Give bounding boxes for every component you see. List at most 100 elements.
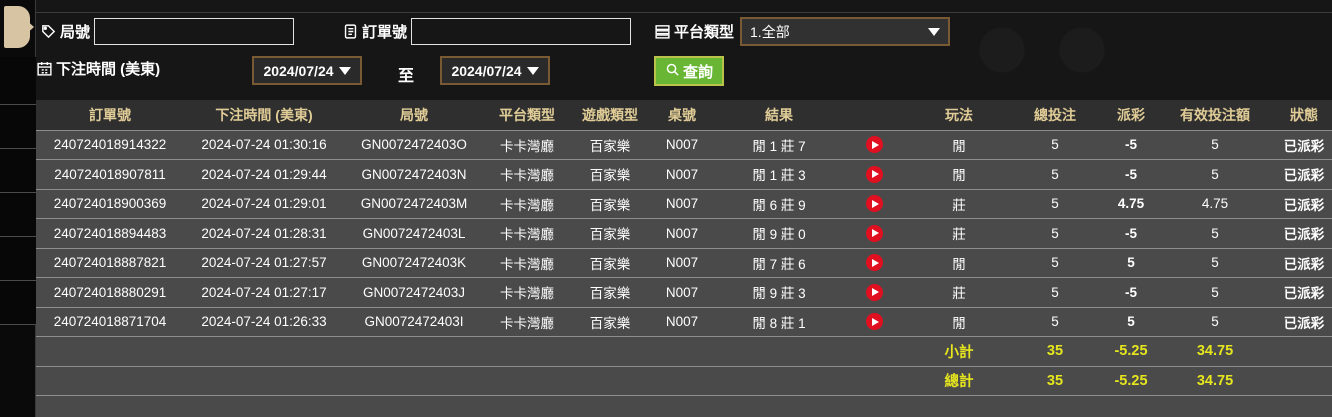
- table-row[interactable]: 240724018907811 2024-07-24 01:29:44 GN0072…: [36, 159, 1332, 190]
- cell-result: 閒 1 莊 7: [714, 130, 844, 160]
- summary-cell-total-bet: 35: [1014, 336, 1096, 367]
- field-order-no: 訂單號: [342, 18, 632, 45]
- field-label-order-no: 訂單號: [362, 24, 408, 41]
- cell-platform: 卡卡灣廳: [484, 218, 570, 249]
- cell-game-type: 百家樂: [570, 248, 650, 278]
- cell-valid-bet: 5: [1166, 218, 1264, 249]
- list-icon: [654, 23, 671, 40]
- play-icon[interactable]: [865, 283, 883, 301]
- table-row[interactable]: 240724018900369 2024-07-24 01:29:01 GN0072…: [36, 189, 1332, 219]
- toolbar-divider: [36, 12, 1332, 13]
- col-table-no[interactable]: 桌號: [650, 100, 714, 131]
- table-body: 240724018914322 2024-07-24 01:30:16 GN0072…: [36, 130, 1332, 417]
- cell-round-no: GN0072472403I: [344, 307, 484, 337]
- cell-play: 莊: [904, 218, 1014, 249]
- cell-replay[interactable]: [844, 189, 904, 219]
- col-status[interactable]: 狀態: [1264, 100, 1332, 131]
- col-payout[interactable]: 派彩: [1096, 100, 1166, 131]
- cell-valid-bet: 5: [1166, 130, 1264, 160]
- play-icon[interactable]: [865, 165, 883, 183]
- cell-play: 閒: [904, 130, 1014, 160]
- col-bet-time[interactable]: 下注時間 (美東): [184, 100, 344, 131]
- play-icon[interactable]: [865, 224, 883, 242]
- col-round-no[interactable]: 局號: [344, 100, 484, 131]
- bet-time-from-picker[interactable]: 2024/07/24: [252, 56, 362, 85]
- table-row[interactable]: 240724018871704 2024-07-24 01:26:33 GN0072…: [36, 307, 1332, 337]
- cell-replay[interactable]: [844, 218, 904, 249]
- cell-payout: -5: [1096, 277, 1166, 308]
- cell-replay[interactable]: [844, 248, 904, 278]
- cell-play: 莊: [904, 277, 1014, 308]
- play-icon[interactable]: [865, 136, 883, 154]
- cell-payout: 5: [1096, 307, 1166, 337]
- cell-game-type: 百家樂: [570, 277, 650, 308]
- platform-type-selected-value: 1.全部: [750, 23, 790, 40]
- cell-order-no: 240724018900369: [36, 189, 184, 219]
- cell-table-no: N007: [650, 248, 714, 278]
- cell-replay[interactable]: [844, 159, 904, 190]
- col-replay: [844, 100, 904, 131]
- col-valid-bet[interactable]: 有效投注額: [1166, 100, 1264, 131]
- cell-platform: 卡卡灣廳: [484, 189, 570, 219]
- cell-order-no: 240724018914322: [36, 130, 184, 160]
- tag-icon: [40, 23, 57, 40]
- col-order-no[interactable]: 訂單號: [36, 100, 184, 131]
- cell-replay[interactable]: [844, 307, 904, 337]
- table-filler-cell: [36, 395, 1332, 417]
- search-icon: [665, 62, 680, 81]
- table-row[interactable]: 240724018887821 2024-07-24 01:27:57 GN0072…: [36, 248, 1332, 278]
- table-row[interactable]: 240724018894483 2024-07-24 01:28:31 GN0072…: [36, 218, 1332, 249]
- cell-bet-time: 2024-07-24 01:29:44: [184, 159, 344, 190]
- cell-order-no: 240724018894483: [36, 218, 184, 249]
- cell-game-type: 百家樂: [570, 189, 650, 219]
- cell-replay[interactable]: [844, 277, 904, 308]
- cell-bet-time: 2024-07-24 01:26:33: [184, 307, 344, 337]
- order-no-input[interactable]: [411, 18, 632, 45]
- bet-time-range-separator: 至: [398, 68, 415, 85]
- cell-total-bet: 5: [1014, 307, 1096, 337]
- summary-cell-total-bet: 35: [1014, 366, 1096, 396]
- left-chrome-strip: [0, 0, 36, 417]
- cell-platform: 卡卡灣廳: [484, 159, 570, 190]
- table-row[interactable]: 240724018880291 2024-07-24 01:27:17 GN0072…: [36, 277, 1332, 308]
- table-filler-row: [36, 395, 1332, 417]
- search-button[interactable]: 查詢: [654, 56, 725, 86]
- cell-bet-time: 2024-07-24 01:29:01: [184, 189, 344, 219]
- platform-type-select[interactable]: 1.全部: [740, 17, 951, 46]
- cell-payout: 5: [1096, 248, 1166, 278]
- cell-status: 已派彩: [1264, 218, 1332, 249]
- cell-replay[interactable]: [844, 130, 904, 160]
- strip-segment: [0, 193, 36, 237]
- chevron-down-icon: [928, 27, 941, 36]
- cell-play: 閒: [904, 307, 1014, 337]
- round-no-input[interactable]: [94, 18, 295, 45]
- col-play[interactable]: 玩法: [904, 100, 1014, 131]
- cell-round-no: GN0072472403L: [344, 218, 484, 249]
- play-icon[interactable]: [865, 254, 883, 272]
- bet-time-to-value: 2024/07/24: [451, 62, 522, 79]
- col-game-type[interactable]: 遊戲類型: [570, 100, 650, 131]
- chevron-down-icon: [338, 66, 351, 75]
- play-icon[interactable]: [865, 195, 883, 213]
- collapse-tab-handle[interactable]: [4, 6, 34, 48]
- col-result[interactable]: 結果: [714, 100, 844, 131]
- cell-valid-bet: 5: [1166, 277, 1264, 308]
- cell-game-type: 百家樂: [570, 130, 650, 160]
- strip-segment: [0, 149, 36, 193]
- play-icon[interactable]: [865, 313, 883, 331]
- strip-segment: [0, 281, 36, 325]
- chevron-down-icon: [526, 66, 539, 75]
- field-round-no: 局號: [40, 18, 295, 45]
- table-row[interactable]: 240724018914322 2024-07-24 01:30:16 GN0072…: [36, 130, 1332, 160]
- col-total-bet[interactable]: 總投注: [1014, 100, 1096, 131]
- cell-table-no: N007: [650, 130, 714, 160]
- col-platform[interactable]: 平台類型: [484, 100, 570, 131]
- cell-total-bet: 5: [1014, 130, 1096, 160]
- bet-time-to-picker[interactable]: 2024/07/24: [440, 56, 550, 85]
- cell-total-bet: 5: [1014, 159, 1096, 190]
- cell-table-no: N007: [650, 189, 714, 219]
- cell-bet-time: 2024-07-24 01:30:16: [184, 130, 344, 160]
- cell-bet-time: 2024-07-24 01:27:57: [184, 248, 344, 278]
- cell-play: 莊: [904, 189, 1014, 219]
- table-header-row: 訂單號 下注時間 (美東) 局號 平台類型 遊戲類型 桌號 結果 玩法 總投注 …: [36, 100, 1332, 131]
